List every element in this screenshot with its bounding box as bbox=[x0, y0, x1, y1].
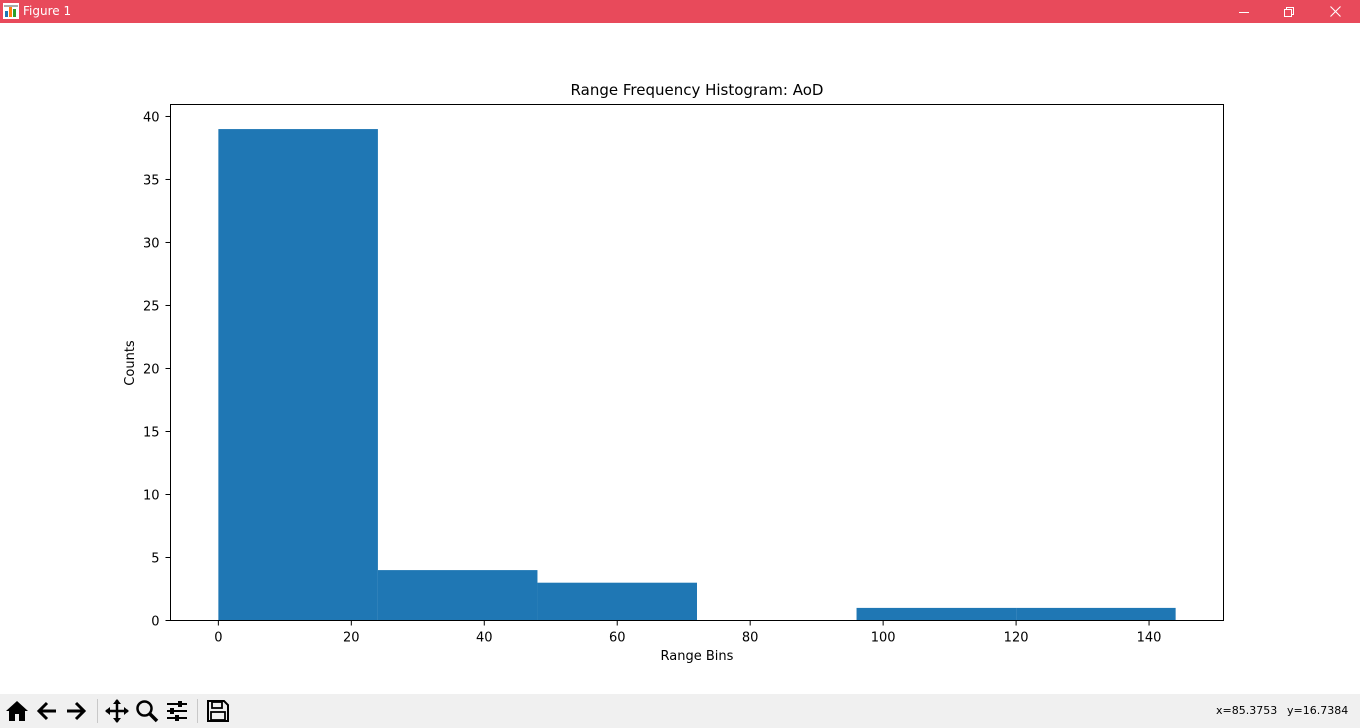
y-axis-label: Counts bbox=[123, 340, 138, 386]
zoom-button[interactable] bbox=[133, 697, 161, 725]
histogram-bar-0 bbox=[218, 129, 378, 621]
configure-subplots-icon bbox=[167, 701, 187, 721]
y-tick-label: 15 bbox=[143, 425, 160, 440]
x-tick-label: 0 bbox=[214, 631, 222, 646]
histogram-bar-1 bbox=[377, 570, 538, 621]
toolbar-separator bbox=[97, 699, 98, 723]
x-tick-label: 40 bbox=[476, 631, 493, 646]
y-tick-label: 20 bbox=[143, 362, 160, 377]
x-tick-label: 60 bbox=[609, 631, 626, 646]
pan-button[interactable] bbox=[103, 697, 131, 725]
configure-subplots-button[interactable] bbox=[163, 697, 191, 725]
navigation-toolbar: x=85.3753 y=16.7384 bbox=[0, 694, 1360, 728]
y-tick-label: 35 bbox=[143, 173, 160, 188]
y-tick-label: 40 bbox=[143, 110, 160, 125]
y-tick-label: 5 bbox=[151, 551, 159, 566]
window-title: Figure 1 bbox=[23, 4, 72, 18]
restore-icon bbox=[1284, 6, 1294, 17]
close-button[interactable] bbox=[1312, 0, 1358, 23]
x-tick-label: 100 bbox=[871, 631, 896, 646]
window-titlebar: Figure 1 bbox=[0, 0, 1360, 23]
save-icon bbox=[207, 700, 229, 722]
forward-arrow-icon bbox=[67, 701, 87, 721]
back-button[interactable] bbox=[33, 697, 61, 725]
save-button[interactable] bbox=[204, 697, 232, 725]
chart-title: Range Frequency Histogram: AoD bbox=[571, 81, 824, 99]
x-ticks: 0 20 40 60 80 100 120 140 bbox=[214, 620, 1162, 646]
x-tick-label: 20 bbox=[343, 631, 360, 646]
minimize-icon bbox=[1239, 11, 1249, 13]
histogram-bar-2 bbox=[537, 582, 697, 621]
histogram-bar-4 bbox=[856, 607, 1017, 621]
histogram-chart: Range Frequency Histogram: AoD 0 20 40 60 80… bbox=[123, 81, 1224, 664]
bars-layer bbox=[218, 129, 1176, 621]
close-icon bbox=[1329, 6, 1341, 17]
axes-frame bbox=[170, 104, 1224, 621]
back-arrow-icon bbox=[36, 701, 56, 721]
x-tick-label: 120 bbox=[1004, 631, 1029, 646]
y-ticks: 0 5 10 15 20 25 30 35 40 bbox=[143, 110, 171, 630]
y-tick-label: 25 bbox=[143, 299, 160, 314]
figure-canvas[interactable]: Range Frequency Histogram: AoD 0 20 40 60 80… bbox=[0, 23, 1360, 694]
x-axis-label: Range Bins bbox=[661, 649, 734, 664]
x-tick-label: 80 bbox=[742, 631, 759, 646]
home-button[interactable] bbox=[3, 697, 31, 725]
forward-button[interactable] bbox=[62, 697, 90, 725]
y-tick-label: 10 bbox=[143, 488, 160, 503]
cursor-x-readout: x=85.3753 bbox=[1216, 704, 1278, 717]
zoom-icon bbox=[136, 700, 159, 723]
matplotlib-app-icon bbox=[3, 3, 19, 19]
pan-icon bbox=[105, 699, 129, 723]
x-tick-label: 140 bbox=[1137, 631, 1162, 646]
y-tick-label: 30 bbox=[143, 236, 160, 251]
cursor-y-readout: y=16.7384 bbox=[1287, 704, 1349, 717]
histogram-bar-5 bbox=[1016, 607, 1176, 621]
minimize-button[interactable] bbox=[1221, 0, 1267, 23]
toolbar-separator bbox=[197, 699, 198, 723]
y-tick-label: 0 bbox=[151, 615, 159, 630]
home-icon bbox=[6, 701, 28, 721]
restore-button[interactable] bbox=[1266, 0, 1312, 23]
